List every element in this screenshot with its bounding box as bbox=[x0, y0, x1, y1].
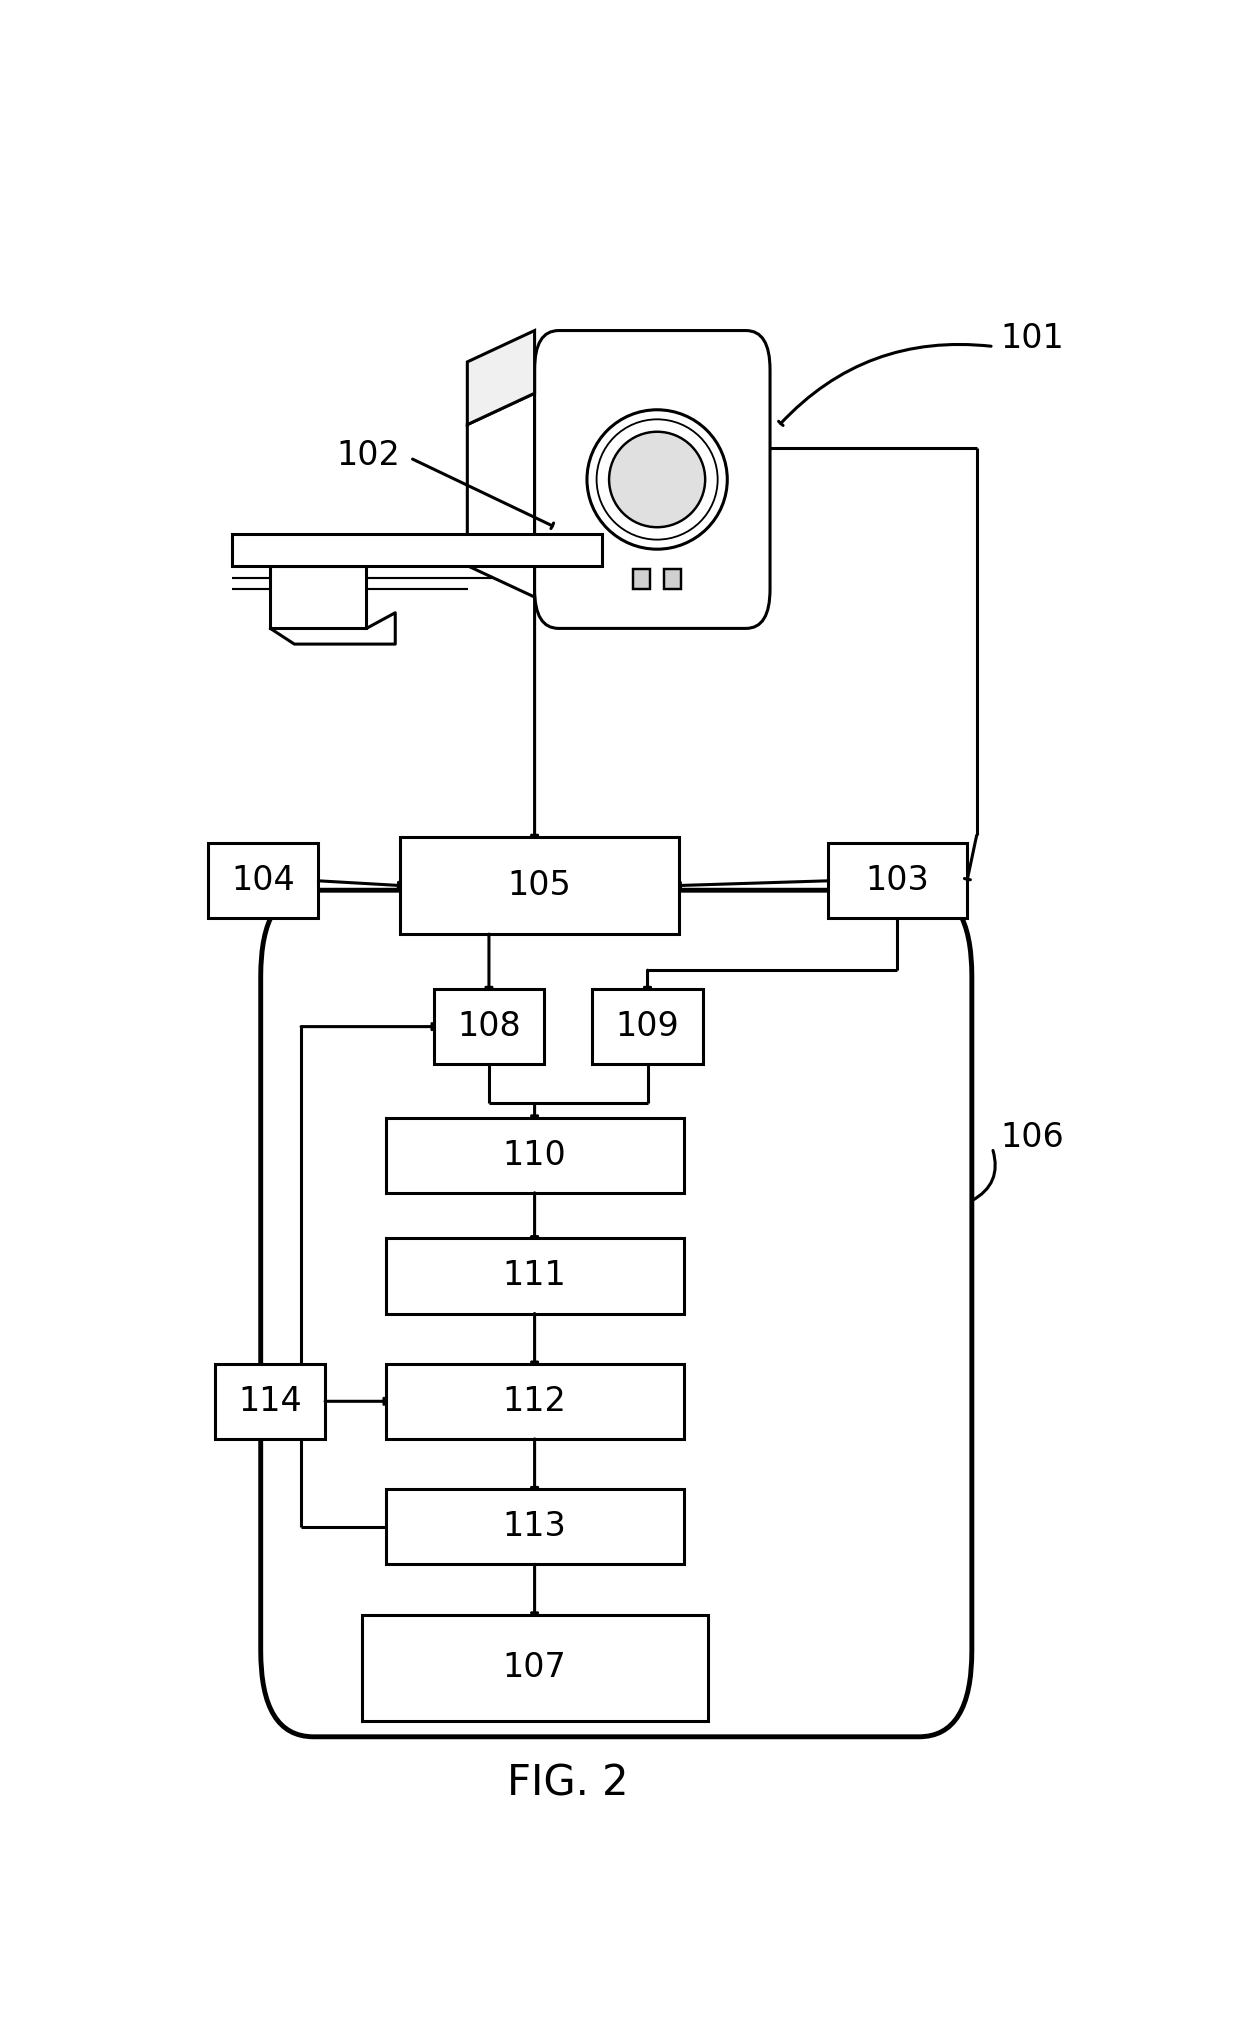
Polygon shape bbox=[467, 330, 534, 426]
FancyBboxPatch shape bbox=[634, 568, 651, 588]
FancyBboxPatch shape bbox=[828, 843, 967, 918]
Text: 105: 105 bbox=[507, 869, 572, 902]
Text: 111: 111 bbox=[502, 1260, 567, 1293]
FancyBboxPatch shape bbox=[534, 330, 770, 629]
Text: 103: 103 bbox=[866, 865, 929, 898]
FancyBboxPatch shape bbox=[215, 1364, 325, 1439]
FancyBboxPatch shape bbox=[386, 1364, 683, 1439]
Text: 108: 108 bbox=[458, 1010, 521, 1042]
Polygon shape bbox=[270, 566, 367, 629]
FancyBboxPatch shape bbox=[362, 1615, 708, 1720]
Text: 102: 102 bbox=[336, 440, 401, 472]
Ellipse shape bbox=[587, 409, 728, 550]
Text: 113: 113 bbox=[502, 1511, 567, 1543]
Text: 114: 114 bbox=[238, 1384, 301, 1417]
Polygon shape bbox=[232, 533, 601, 566]
FancyBboxPatch shape bbox=[208, 843, 319, 918]
Text: 104: 104 bbox=[231, 865, 295, 898]
Text: 109: 109 bbox=[615, 1010, 680, 1042]
Text: 106: 106 bbox=[1001, 1122, 1064, 1154]
FancyBboxPatch shape bbox=[434, 989, 544, 1065]
FancyBboxPatch shape bbox=[386, 1488, 683, 1564]
Text: 110: 110 bbox=[502, 1138, 567, 1171]
FancyBboxPatch shape bbox=[260, 890, 972, 1737]
Text: 107: 107 bbox=[502, 1651, 567, 1684]
FancyBboxPatch shape bbox=[401, 837, 678, 935]
FancyBboxPatch shape bbox=[386, 1238, 683, 1313]
FancyBboxPatch shape bbox=[663, 568, 681, 588]
Text: FIG. 2: FIG. 2 bbox=[507, 1763, 629, 1804]
Text: 101: 101 bbox=[1001, 322, 1064, 354]
Ellipse shape bbox=[609, 432, 706, 527]
Polygon shape bbox=[467, 393, 534, 597]
Text: 112: 112 bbox=[502, 1384, 567, 1417]
FancyBboxPatch shape bbox=[593, 989, 703, 1065]
FancyBboxPatch shape bbox=[386, 1118, 683, 1193]
